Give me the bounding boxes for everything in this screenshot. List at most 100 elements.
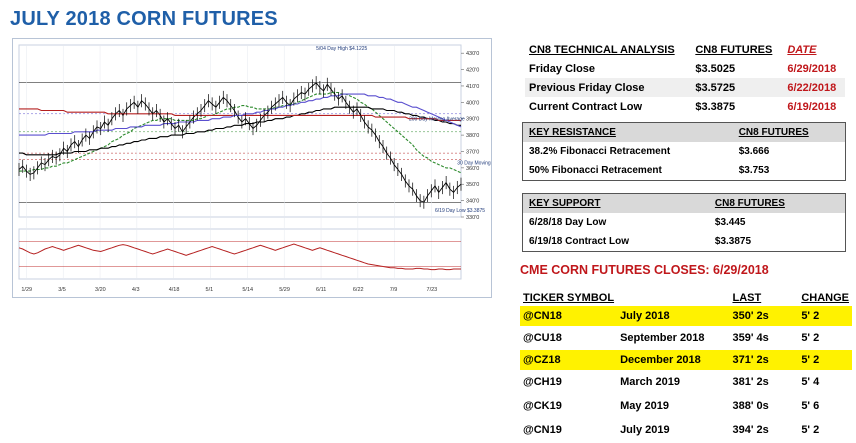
ticker: @CN18 (520, 306, 618, 326)
x-tick-label: 4/3 (132, 287, 140, 293)
change: 5' 2 (801, 332, 820, 344)
x-tick-label: 1/29 (21, 287, 32, 293)
x-tick-label: 3/20 (95, 287, 106, 293)
x-tick-label: 5/14 (242, 287, 253, 293)
row-label: Current Contract Low (529, 100, 643, 113)
price-chart: 330'0 340'0 350'0 360'0 370'0 380'0 390'0 400'0… (12, 38, 492, 298)
table-row: @CK19 May 2019 388' 0s 5' 6 (520, 394, 852, 418)
resistance-value: $3.666 (738, 146, 770, 157)
closes-title: CME CORN FUTURES CLOSES: 6/29/2018 (520, 263, 769, 277)
support-value: $3.445 (714, 217, 746, 228)
x-tick-label: 4/18 (169, 287, 180, 293)
last: 381' 2s (732, 376, 769, 388)
chart-svg: 330'0 340'0 350'0 360'0 370'0 380'0 390'0 400'0… (18, 44, 491, 293)
row-value: $3.5025 (695, 62, 736, 75)
table-row: @CN18 July 2018 350' 2s 5' 2 (520, 306, 852, 326)
ticker: @CK19 (523, 400, 562, 412)
closes-table: TICKER SYMBOL LAST CHANGE @CN18 July 201… (520, 289, 852, 442)
x-tick-label: 7/23 (427, 287, 438, 293)
change: 5' 2 (798, 306, 852, 326)
last-header: LAST (732, 291, 762, 304)
row-value: $3.3875 (695, 100, 736, 113)
row-value: $3.5725 (691, 78, 784, 97)
y-tick-label: 360'0 (466, 166, 479, 172)
chart-annotation: 6/19 Day Low $3.3875 (435, 208, 485, 214)
support-futures-header: CN8 FUTURES (708, 194, 845, 213)
support-label: 6/19/18 Contract Low (529, 236, 630, 247)
y-tick-label: 370'0 (466, 149, 479, 155)
key-support-box: KEY SUPPORT CN8 FUTURES 6/28/18 Day Low … (522, 193, 846, 252)
month: March 2019 (620, 376, 680, 388)
y-tick-label: 330'0 (466, 215, 479, 221)
price-series-line (19, 93, 462, 136)
chart-annotation: 200 Day Moving Average (409, 116, 465, 122)
chart-annotation: 30 Day Moving Average (457, 161, 491, 167)
change: 5' 2 (798, 350, 852, 370)
x-tick-label: 5/29 (279, 287, 290, 293)
x-tick-label: 6/22 (353, 287, 364, 293)
change-header: CHANGE (801, 291, 849, 304)
ticker-header: TICKER SYMBOL (523, 291, 615, 304)
table-row: @CN19 July 2019 394' 2s 5' 2 (520, 418, 852, 442)
technical-header: CN8 TECHNICAL ANALYSIS (529, 43, 675, 56)
y-tick-label: 420'0 (466, 68, 479, 74)
month: December 2018 (617, 350, 730, 370)
ticker: @CZ18 (520, 350, 618, 370)
month: September 2018 (620, 332, 705, 344)
row-label: Previous Friday Close (525, 78, 692, 97)
last: 371' 2s (729, 350, 799, 370)
technical-analysis-table: CN8 TECHNICAL ANALYSIS CN8 FUTURES DATE … (525, 40, 845, 116)
price-series-line (19, 106, 461, 156)
resistance-label: 50% Fibonacci Retracement (529, 165, 662, 176)
y-tick-label: 380'0 (466, 133, 479, 139)
x-tick-label: 7/9 (390, 287, 398, 293)
y-tick-label: 410'0 (466, 84, 479, 90)
row-date: 6/22/2018 (783, 78, 845, 97)
change: 5' 4 (801, 376, 820, 388)
x-tick-label: 6/11 (316, 287, 326, 293)
support-header: KEY SUPPORT (523, 194, 709, 213)
y-tick-label: 400'0 (466, 100, 479, 106)
change: 5' 6 (801, 400, 820, 412)
page-title: JULY 2018 CORN FUTURES (10, 8, 278, 30)
support-value: $3.3875 (714, 236, 752, 247)
ticker: @CH19 (523, 376, 562, 388)
date-header: DATE (787, 43, 817, 56)
table-row: @CH19 March 2019 381' 2s 5' 4 (520, 370, 852, 394)
table-row: @CU18 September 2018 359' 4s 5' 2 (520, 326, 852, 350)
price-series-line (18, 82, 462, 203)
support-label: 6/28/18 Day Low (529, 217, 607, 228)
last: 350' 2s (729, 306, 799, 326)
row-label: Friday Close (529, 62, 596, 75)
table-row: @CZ18 December 2018 371' 2s 5' 2 (520, 350, 852, 370)
last: 359' 4s (732, 332, 769, 344)
price-series-line (19, 91, 462, 174)
x-tick-label: 3/5 (58, 287, 66, 293)
chart-annotation: 5/04 Day High $4.1225 (316, 46, 367, 52)
change: 5' 2 (801, 424, 820, 436)
y-tick-label: 430'0 (466, 51, 479, 57)
last: 394' 2s (732, 424, 769, 436)
month: May 2019 (620, 400, 669, 412)
ticker: @CN19 (523, 424, 562, 436)
ticker: @CU18 (523, 332, 562, 344)
resistance-futures-header: CN8 FUTURES (732, 123, 845, 142)
y-tick-label: 350'0 (466, 182, 479, 188)
resistance-header: KEY RESISTANCE (523, 123, 733, 142)
y-tick-label: 340'0 (466, 199, 479, 205)
oscillator-panel (18, 228, 462, 280)
x-tick-label: 5/1 (206, 287, 214, 293)
row-date: 6/19/2018 (787, 100, 837, 113)
price-panel (18, 44, 462, 218)
resistance-label: 38.2% Fibonacci Retracement (529, 146, 671, 157)
last: 388' 0s (732, 400, 769, 412)
futures-header: CN8 FUTURES (695, 43, 773, 56)
key-resistance-box: KEY RESISTANCE CN8 FUTURES 38.2% Fibonac… (522, 122, 846, 181)
resistance-value: $3.753 (738, 165, 770, 176)
oscillator-line (18, 243, 461, 271)
y-tick-label: 390'0 (466, 117, 479, 123)
row-date: 6/29/2018 (787, 62, 837, 75)
month-header (617, 289, 729, 306)
month: July 2019 (620, 424, 670, 436)
month: July 2018 (617, 306, 730, 326)
